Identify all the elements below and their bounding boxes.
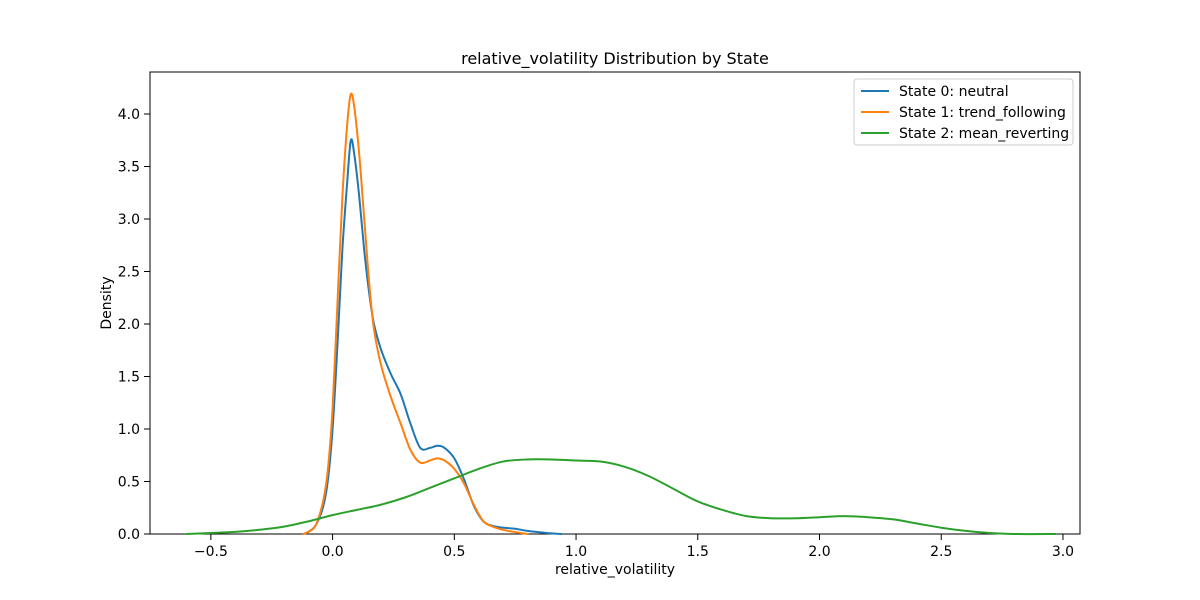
density-series bbox=[185, 92, 1057, 536]
x-tick-label: 1.5 bbox=[687, 544, 709, 560]
x-tick-label: −0.5 bbox=[194, 544, 228, 560]
y-tick-label: 3.0 bbox=[118, 212, 140, 228]
y-tick-label: 2.0 bbox=[118, 317, 140, 333]
y-axis-label: Density bbox=[99, 276, 115, 329]
y-tick-label: 4.0 bbox=[118, 107, 140, 123]
x-tick-label: 0.5 bbox=[443, 544, 465, 560]
x-tick-label: 3.0 bbox=[1052, 544, 1074, 560]
y-tick-label: 0.0 bbox=[118, 527, 140, 543]
y-tick-label: 3.5 bbox=[118, 160, 140, 176]
legend-box bbox=[853, 78, 1074, 146]
x-tick-label: 1.0 bbox=[565, 544, 587, 560]
density-line bbox=[185, 458, 1057, 536]
x-tick-label: 2.5 bbox=[930, 544, 952, 560]
y-tick-label: 2.5 bbox=[118, 265, 140, 281]
legend-label: State 0: neutral bbox=[899, 84, 1009, 100]
chart-title: relative_volatility Distribution by Stat… bbox=[461, 49, 769, 69]
legend: State 0: neutral State 1: trend_following… bbox=[853, 78, 1074, 146]
x-axis-label: relative_volatility bbox=[555, 562, 675, 578]
y-tick-label: 1.5 bbox=[118, 370, 140, 386]
y-tick-label: 0.5 bbox=[118, 475, 140, 491]
legend-label: State 1: trend_following bbox=[899, 105, 1066, 121]
x-tick-label: 0.0 bbox=[321, 544, 343, 560]
y-tick-label: 1.0 bbox=[118, 422, 140, 438]
axes-ticks: −0.5 0.0 0.5 1.0 1.5 2.0 2.5 3.0 0.0 0.5 1.0 1.5 2.0… bbox=[118, 107, 1074, 560]
plot-area bbox=[149, 71, 1081, 535]
density-line bbox=[302, 92, 529, 535]
legend-label: State 2: mean_reverting bbox=[899, 126, 1069, 142]
x-tick-label: 2.0 bbox=[808, 544, 830, 560]
